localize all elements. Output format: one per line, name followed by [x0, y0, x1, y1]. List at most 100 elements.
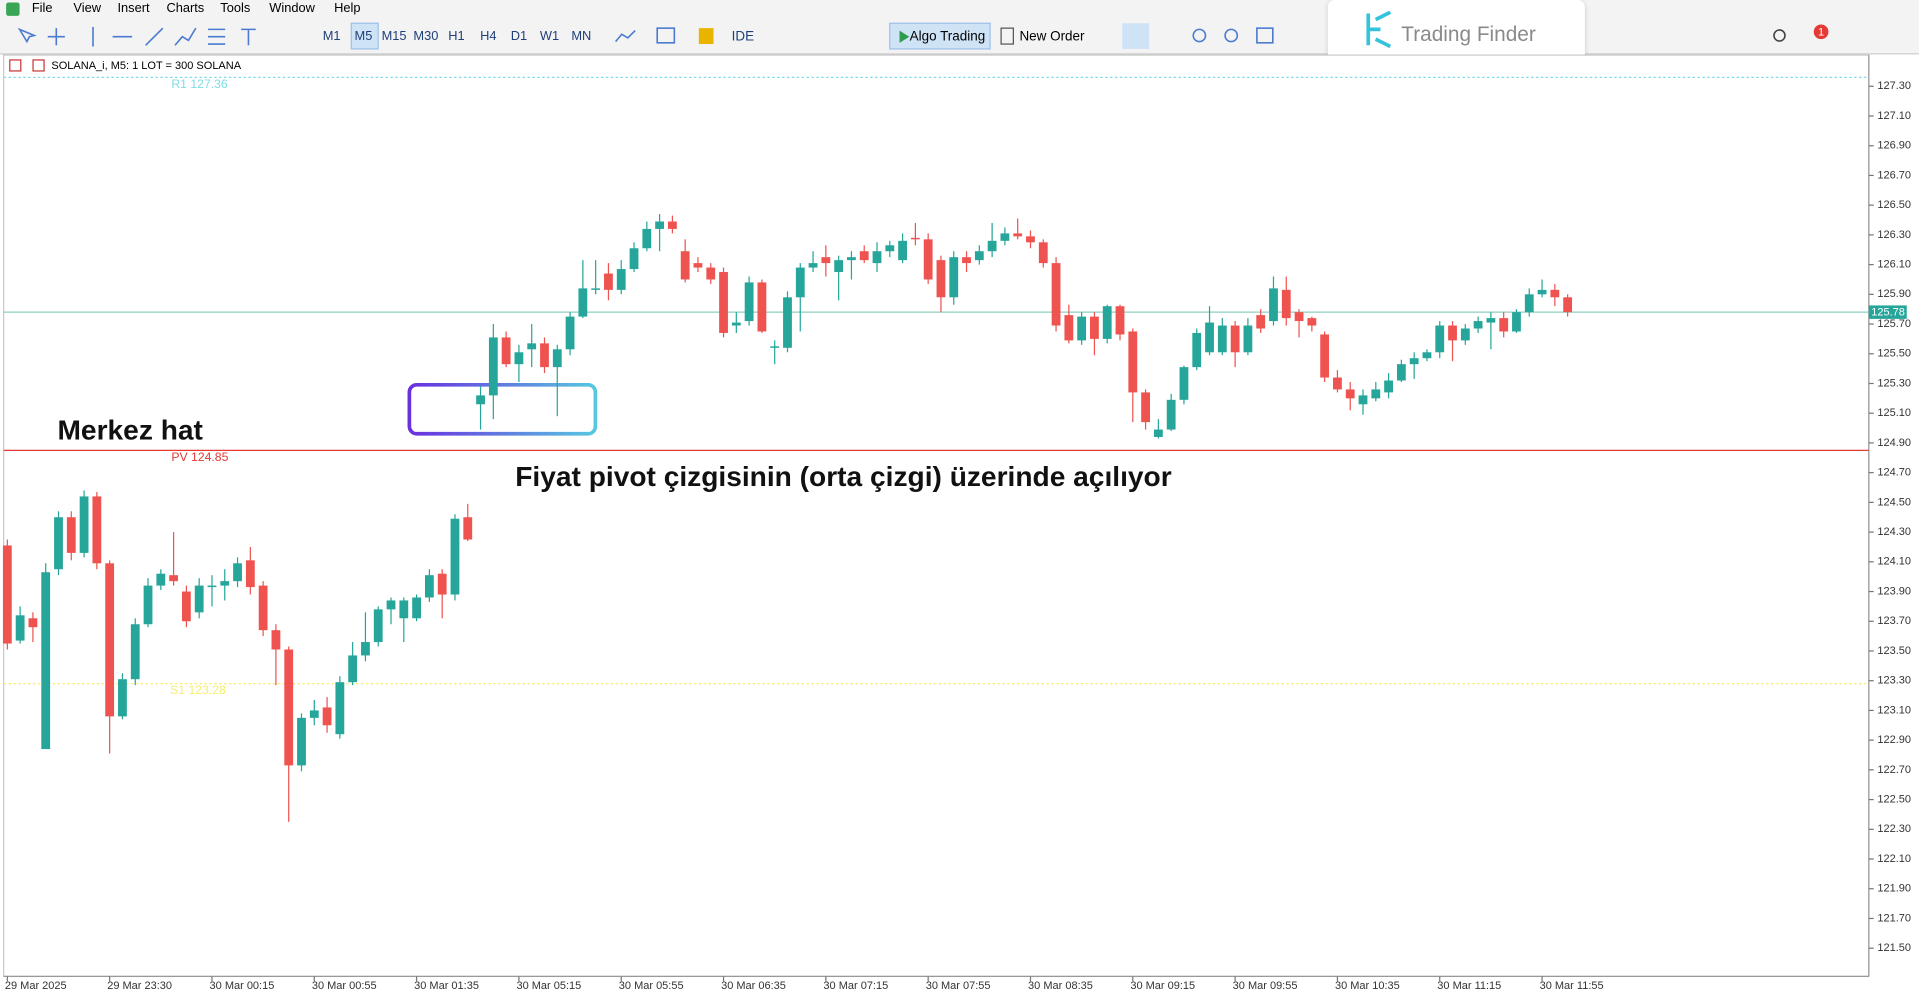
cursor-icon[interactable] — [17, 27, 37, 44]
menu-item[interactable]: View — [73, 0, 101, 15]
chart-title: SOLANA_i, M5: 1 LOT = 300 SOLANA — [51, 60, 241, 72]
ide-button[interactable]: IDE — [732, 28, 754, 43]
level-label: R1 127.36 — [171, 77, 228, 91]
y-tick-label: 125.30 — [1877, 377, 1911, 389]
y-tick-label: 125.50 — [1877, 348, 1911, 360]
candle-body — [1038, 242, 1048, 264]
candle-body — [207, 585, 217, 588]
candle-body — [616, 269, 626, 290]
y-tick-label: 124.30 — [1877, 526, 1911, 538]
menu-item[interactable]: Charts — [166, 0, 204, 15]
x-tick-label: 30 Mar 05:15 — [516, 980, 581, 992]
timeframe[interactable]: H1 — [448, 28, 464, 43]
candle-body — [1013, 233, 1023, 237]
order-icon — [1000, 27, 1014, 45]
menu-item[interactable]: Insert — [117, 0, 150, 15]
crosshair-icon[interactable] — [47, 28, 65, 46]
candle-body — [79, 496, 89, 553]
y-tick-label: 125.90 — [1877, 288, 1911, 300]
candle-body — [1333, 377, 1342, 390]
candle-body — [28, 618, 38, 628]
dollar-icon[interactable] — [698, 28, 714, 45]
candle-body — [923, 239, 933, 280]
candle-body — [66, 517, 76, 553]
candle-body — [1460, 328, 1470, 341]
badge — [1813, 24, 1829, 40]
y-tick-label: 124.70 — [1877, 467, 1911, 479]
algo-label[interactable]: Algo Trading — [910, 28, 986, 43]
candle-body — [1320, 334, 1330, 378]
candle-body — [130, 624, 140, 680]
candle-body — [181, 591, 191, 622]
menu-item[interactable]: Tools — [220, 0, 250, 15]
candle-body — [1128, 331, 1138, 393]
candle-body — [1409, 358, 1419, 365]
candle-mode[interactable] — [1122, 23, 1150, 49]
menu-item[interactable]: File — [32, 0, 53, 15]
timeframe[interactable]: W1 — [540, 28, 559, 43]
candle-body — [1102, 306, 1112, 339]
candle-body — [309, 710, 319, 718]
candle-body — [335, 682, 345, 735]
candle-body — [667, 221, 677, 229]
candle-body — [1396, 364, 1406, 381]
grid-icon[interactable] — [1256, 27, 1274, 44]
search-icon[interactable] — [1773, 29, 1786, 42]
indicator-icon[interactable] — [614, 30, 636, 43]
x-tick-label: 30 Mar 06:35 — [721, 980, 786, 992]
current-price-label: 125.78 — [1871, 307, 1905, 319]
chart-icon — [32, 59, 45, 72]
timeframe[interactable]: M30 — [413, 28, 438, 43]
timeframe[interactable]: MN — [571, 28, 591, 43]
menu-item[interactable]: Window — [269, 0, 315, 15]
timeframe[interactable]: M5 — [355, 28, 373, 43]
y-tick-label: 124.50 — [1877, 496, 1911, 508]
candle-body — [1448, 325, 1457, 341]
candle-body — [1512, 312, 1521, 332]
watermark-logo — [1366, 10, 1392, 49]
y-tick-label: 123.70 — [1877, 615, 1911, 627]
timeframe[interactable]: H4 — [480, 28, 496, 43]
y-tick-label: 126.50 — [1877, 199, 1911, 211]
candle-body — [1115, 306, 1125, 335]
candle-body — [194, 585, 204, 613]
candle-body — [987, 240, 997, 252]
zoom-out-icon[interactable] — [1224, 28, 1239, 43]
candle-body — [847, 257, 856, 261]
candle-body — [834, 260, 844, 273]
candle-body — [1179, 367, 1189, 400]
menu-item[interactable]: Help — [334, 0, 360, 15]
trend-icon[interactable] — [145, 27, 164, 46]
candle-body — [1371, 389, 1381, 399]
template-icon[interactable] — [656, 27, 676, 44]
candle-body — [271, 630, 281, 650]
timeframe[interactable]: D1 — [511, 28, 527, 43]
timeframe[interactable]: M1 — [323, 28, 341, 43]
candle-body — [1090, 316, 1099, 339]
candle-body — [962, 257, 971, 264]
candle-body — [757, 282, 767, 332]
fibo-icon[interactable] — [208, 28, 226, 45]
y-tick-label: 123.50 — [1877, 645, 1911, 657]
candle-body — [1345, 389, 1355, 399]
candle-body — [1217, 325, 1227, 353]
candle-body — [680, 251, 690, 280]
timeframe[interactable]: M15 — [382, 28, 407, 43]
candle-body — [693, 263, 703, 268]
candle-body — [284, 649, 294, 766]
tools-icon[interactable] — [174, 27, 197, 46]
text-icon[interactable] — [241, 28, 256, 46]
candle-body — [1077, 316, 1087, 341]
x-tick-label: 30 Mar 07:55 — [926, 980, 991, 992]
zoom-in-icon[interactable] — [1192, 28, 1207, 43]
y-tick-label: 121.90 — [1877, 883, 1911, 895]
new-order[interactable]: New Order — [1019, 28, 1085, 43]
candle-body — [604, 273, 613, 290]
candle-body — [719, 272, 728, 333]
candle-body — [885, 245, 895, 252]
candle-body — [1384, 380, 1393, 393]
candle-body — [1537, 289, 1547, 295]
x-tick-label: 30 Mar 01:35 — [414, 980, 479, 992]
candle-body — [1435, 325, 1445, 353]
candle-body — [220, 581, 230, 586]
